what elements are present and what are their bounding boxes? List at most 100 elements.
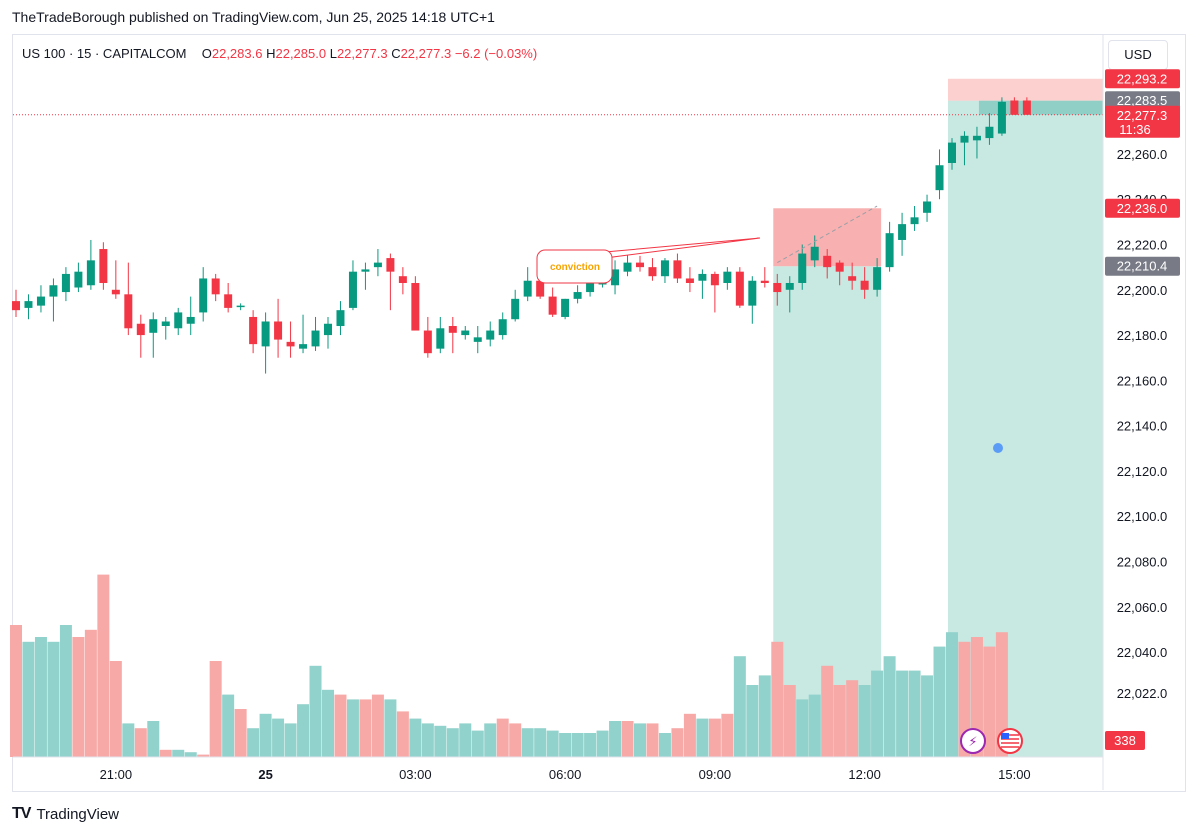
y-tick-label: 22,160.0 — [1117, 373, 1168, 388]
volume-bar — [546, 730, 559, 757]
candle-body — [249, 316, 258, 345]
candle-body — [186, 316, 195, 324]
volume-bar — [858, 685, 871, 757]
annotation-text: conviction — [550, 262, 600, 273]
candle-body — [174, 312, 183, 329]
x-tick-label: 09:00 — [699, 767, 732, 782]
annotation-pointer — [604, 237, 761, 259]
candle-body — [785, 282, 794, 290]
candle-body — [86, 260, 95, 286]
high-label: H — [266, 46, 276, 61]
candle-body — [536, 280, 545, 297]
volume-bar — [147, 721, 160, 757]
candle-body — [648, 267, 657, 277]
volume-bar — [122, 723, 135, 757]
candle-body — [985, 126, 994, 139]
candle-body — [673, 260, 682, 279]
volume-bar — [184, 752, 197, 757]
lightning-icon — [960, 728, 986, 754]
volume-bar — [159, 749, 172, 757]
volume-bar — [746, 685, 759, 757]
candle-body — [261, 321, 270, 347]
candle-body — [860, 280, 869, 290]
candle-body — [224, 294, 233, 308]
tradingview-brand[interactable]: TV TradingView — [12, 805, 119, 823]
candle-body — [274, 321, 283, 340]
candle-body — [723, 271, 732, 283]
candle-body — [823, 255, 832, 268]
candle-body — [910, 217, 919, 225]
volume-bar — [534, 728, 547, 757]
volume-bar — [334, 694, 347, 757]
lightning-glyph-icon: ⚡ — [968, 735, 977, 750]
symbol-legend: US 100 · 15 · CAPITALCOM O22,283.6 H22,2… — [22, 46, 537, 61]
candle-body — [997, 101, 1006, 134]
candle-body — [760, 280, 769, 283]
x-tick-label: 12:00 — [848, 767, 881, 782]
volume-bar — [47, 641, 60, 757]
open-value: 22,283.6 — [211, 46, 263, 61]
volume-bar — [983, 646, 996, 757]
candle-body — [49, 285, 58, 297]
volume-bar — [808, 694, 821, 757]
price-label-box — [1105, 91, 1180, 111]
volume-bar — [883, 656, 896, 757]
volume-bar — [359, 699, 372, 757]
candle-body — [136, 323, 145, 336]
volume-bar — [871, 670, 884, 757]
volume-bar — [708, 718, 721, 757]
price-label-text: 22,293.2 — [1117, 71, 1168, 86]
volume-bar — [396, 711, 409, 757]
volume-bar — [995, 632, 1008, 757]
candle-body — [685, 278, 694, 283]
candle-body — [923, 201, 932, 213]
annotation-box — [536, 249, 613, 284]
candle-body — [498, 319, 507, 336]
x-tick-label: 03:00 — [399, 767, 432, 782]
symbol-name[interactable]: US 100 · 15 · CAPITALCOM — [22, 46, 187, 61]
volume-bar — [97, 574, 110, 757]
candle-body — [199, 278, 208, 313]
marker-dot — [993, 443, 1003, 453]
volume-bar — [72, 637, 85, 757]
candle-body — [161, 321, 170, 327]
volume-bar — [771, 641, 784, 757]
candle-body — [448, 326, 457, 333]
volume-bar — [796, 699, 809, 757]
candle-body — [111, 289, 120, 295]
candle-body — [598, 282, 607, 285]
y-tick-label: 22,060.0 — [1117, 600, 1168, 615]
entry-band — [978, 100, 1103, 115]
candle-body — [74, 271, 83, 288]
volume-bar — [346, 699, 359, 757]
volume-bar — [609, 721, 622, 757]
volume-bar — [921, 675, 934, 757]
volume-bar — [84, 629, 97, 757]
volume-bar — [683, 713, 696, 757]
volume-bar — [896, 670, 909, 757]
volume-bar — [733, 656, 746, 757]
low-value: 22,277.3 — [336, 46, 388, 61]
volume-bar — [134, 728, 147, 757]
volume-bar — [197, 754, 210, 757]
volume-bar — [297, 704, 310, 757]
candle-body — [935, 165, 944, 191]
volume-bar — [584, 733, 597, 757]
price-label-text: 22,283.5 — [1117, 93, 1168, 108]
candle-body — [386, 258, 395, 272]
volume-bar — [821, 665, 834, 757]
volume-bar — [484, 723, 497, 757]
volume-bar — [309, 665, 322, 757]
change-value: −6.2 (−0.03%) — [454, 46, 538, 61]
volume-bar — [946, 632, 958, 757]
price-label-box — [1105, 105, 1180, 138]
candle-body — [12, 301, 20, 311]
volume-bar — [471, 730, 484, 757]
volume-bar — [209, 661, 222, 757]
candle-body — [24, 301, 33, 308]
candle-body — [561, 298, 570, 317]
candle-body — [898, 224, 907, 240]
price-label-box — [1105, 69, 1180, 89]
volume-bar — [459, 723, 472, 757]
